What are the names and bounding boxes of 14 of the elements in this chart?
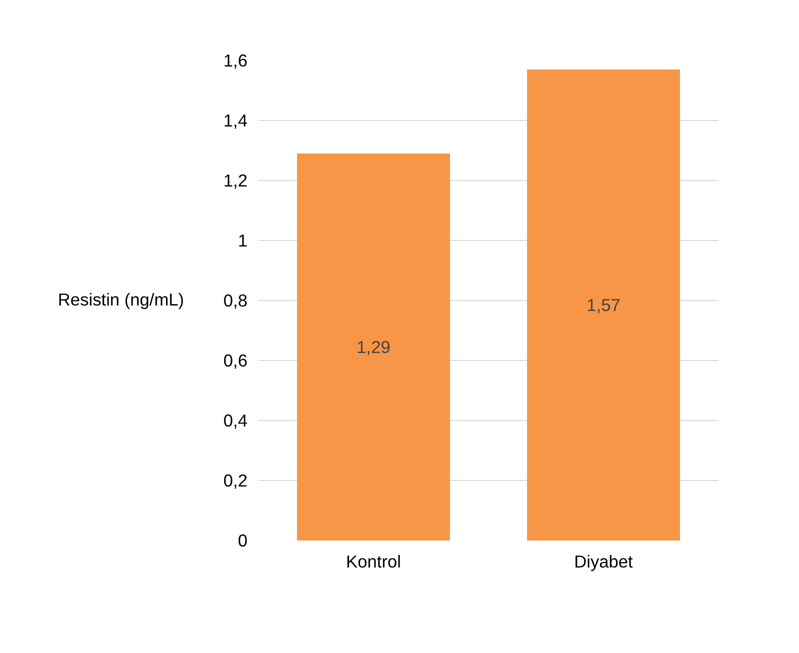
y-tick-label: 1,6 — [223, 50, 248, 70]
y-tick-label: 1 — [238, 230, 248, 250]
x-tick-label: Kontrol — [346, 552, 401, 572]
x-tick-label: Diyabet — [574, 552, 634, 572]
y-tick-label: 1,4 — [223, 110, 248, 130]
data-label: 1,57 — [586, 295, 620, 315]
y-tick-label: 0,6 — [223, 350, 248, 370]
y-tick-label: 0,2 — [223, 470, 248, 490]
y-tick-label: 1,2 — [223, 170, 248, 190]
text: Resistin (ng/mL) — [58, 290, 184, 310]
data-label: 1,29 — [356, 337, 390, 357]
y-tick-label: 0,8 — [223, 290, 248, 310]
y-tick-label: 0,4 — [223, 410, 248, 430]
y-tick-label: 0 — [238, 530, 248, 550]
